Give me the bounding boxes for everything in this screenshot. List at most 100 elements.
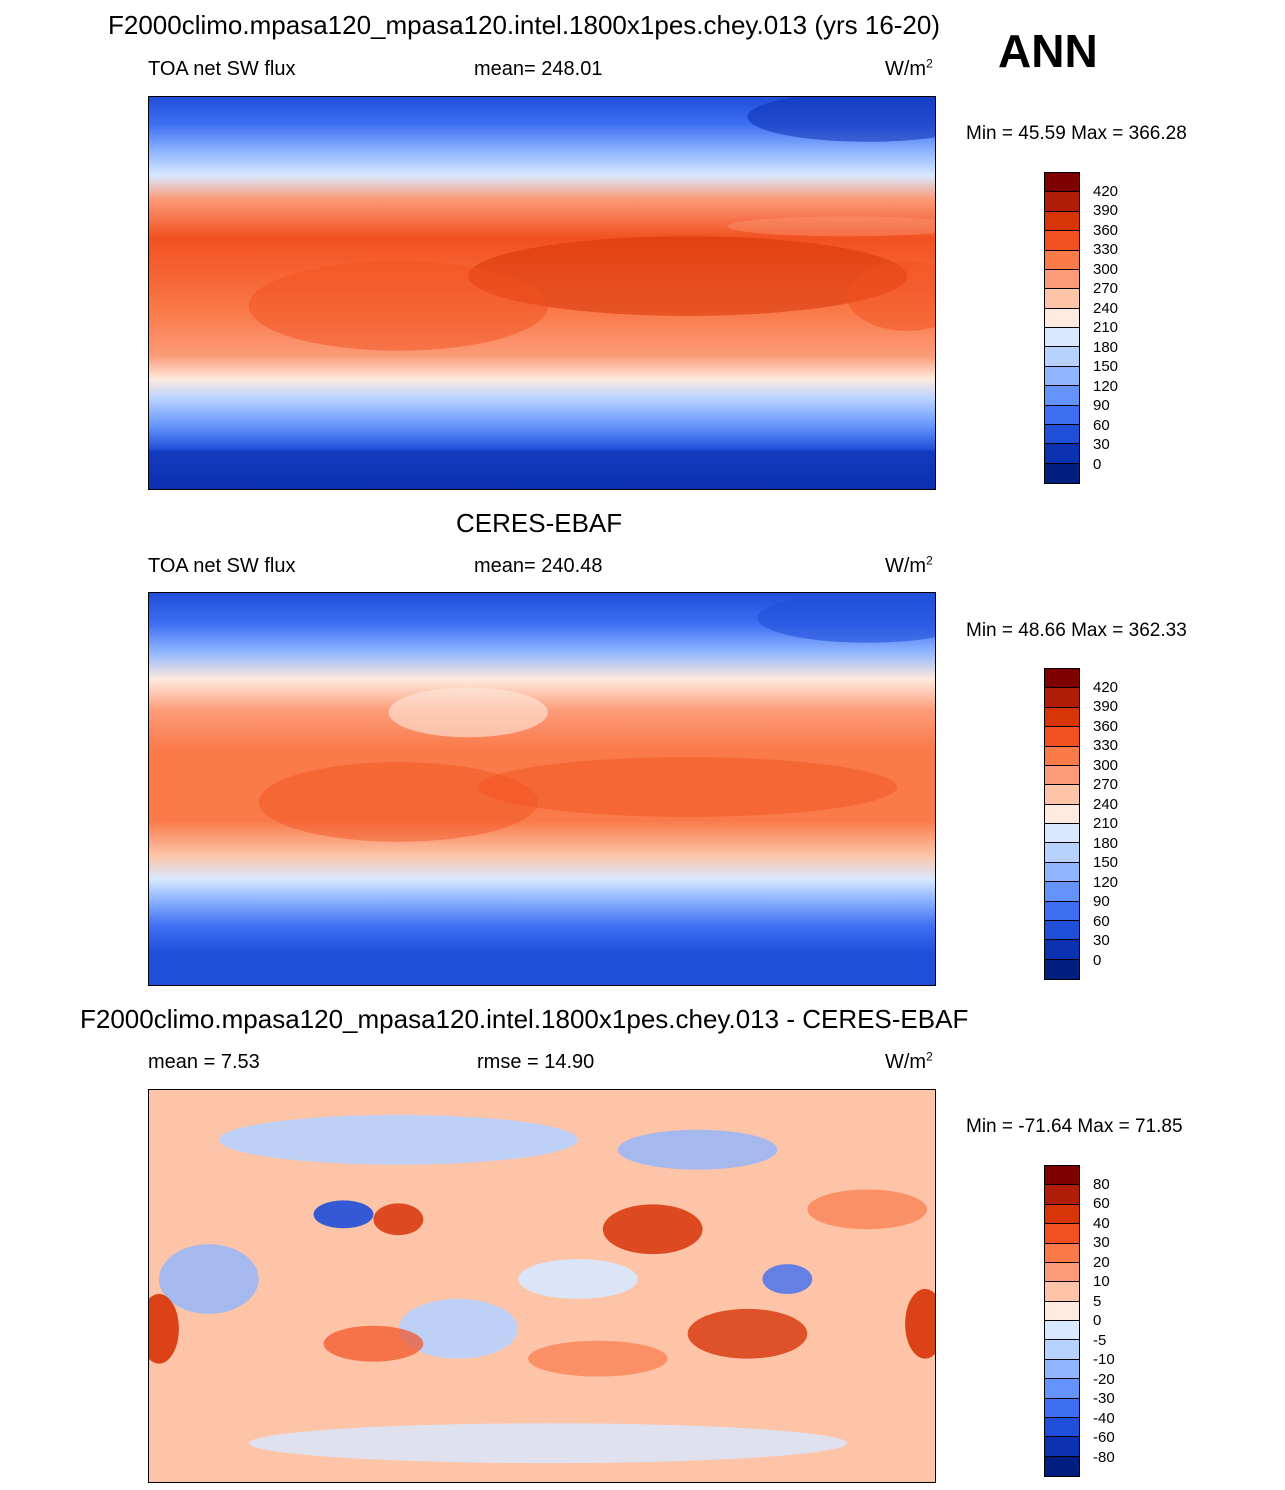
colorbar-swatch: [1045, 192, 1079, 212]
colorbar-swatch: [1045, 1340, 1079, 1360]
colorbar-swatch: [1045, 785, 1079, 805]
colorbar-swatch: [1045, 824, 1079, 844]
colorbar-swatch: [1045, 347, 1079, 367]
panel-1-mean: mean= 248.01: [474, 58, 603, 80]
colorbar-swatch: [1045, 1243, 1079, 1263]
panel-2-map: [148, 592, 936, 986]
colorbar-swatch: [1045, 920, 1079, 941]
colorbar-label: 330: [1093, 737, 1119, 754]
colorbar-label: -5: [1093, 1331, 1107, 1349]
colorbar-label: 60: [1093, 912, 1110, 930]
colorbar-label: 5: [1093, 1292, 1102, 1310]
colorbar-label: 10: [1093, 1273, 1110, 1290]
colorbar-swatch: [1045, 940, 1079, 960]
colorbar-label: 180: [1093, 338, 1119, 356]
colorbar-label: 120: [1093, 377, 1119, 395]
panel-2-variable: TOA net SW flux: [148, 555, 296, 577]
panel-2-colorbar: [1044, 668, 1080, 980]
colorbar-label: -40: [1093, 1409, 1115, 1427]
colorbar-swatch: [1045, 1359, 1079, 1380]
colorbar-label: 390: [1093, 202, 1119, 219]
colorbar-swatch: [1045, 173, 1079, 193]
colorbar-swatch: [1045, 882, 1079, 902]
colorbar-swatch: [1045, 463, 1079, 483]
panel-3-map: [148, 1089, 936, 1483]
panel-2-title: CERES-EBAF: [456, 508, 623, 538]
colorbar-swatch: [1045, 1301, 1079, 1321]
colorbar-swatch: [1045, 1204, 1079, 1225]
colorbar-label: 0: [1093, 455, 1102, 473]
colorbar-swatch: [1045, 1321, 1079, 1341]
panel-1-title: F2000climo.mpasa120_mpasa120.intel.1800x…: [108, 10, 941, 40]
colorbar-swatch: [1045, 901, 1079, 921]
colorbar-swatch: [1045, 1456, 1079, 1476]
colorbar-swatch: [1045, 1379, 1079, 1399]
colorbar-swatch: [1045, 1262, 1079, 1283]
colorbar-label: -60: [1093, 1429, 1115, 1446]
colorbar-swatch: [1045, 688, 1079, 708]
panel-3-colorbar: [1044, 1165, 1080, 1477]
colorbar-label: 60: [1093, 416, 1110, 434]
colorbar-swatch: [1045, 746, 1079, 766]
colorbar-swatch: [1045, 308, 1079, 328]
panel-1-units: W/m2: [885, 56, 933, 80]
colorbar-label: 30: [1093, 932, 1110, 949]
colorbar-label: 420: [1093, 678, 1119, 696]
colorbar-swatch: [1045, 289, 1079, 309]
colorbar-label: 0: [1093, 951, 1102, 969]
colorbar-label: 150: [1093, 854, 1119, 871]
colorbar-swatch: [1045, 1417, 1079, 1438]
colorbar-label: 60: [1093, 1195, 1110, 1212]
colorbar-swatch: [1045, 669, 1079, 689]
colorbar-swatch: [1045, 1185, 1079, 1205]
colorbar-swatch: [1045, 804, 1079, 824]
colorbar-swatch: [1045, 1398, 1079, 1418]
colorbar-swatch: [1045, 211, 1079, 232]
colorbar-label: 270: [1093, 280, 1119, 297]
colorbar-label: 360: [1093, 221, 1119, 239]
colorbar-label: 30: [1093, 436, 1110, 453]
panel-2-units: W/m2: [885, 553, 933, 577]
colorbar-swatch: [1045, 444, 1079, 464]
colorbar-label: 420: [1093, 182, 1119, 200]
colorbar-label: 240: [1093, 299, 1119, 317]
colorbar-label: 300: [1093, 260, 1119, 278]
colorbar-swatch: [1045, 424, 1079, 445]
panel-2-mean: mean= 240.48: [474, 555, 603, 577]
colorbar-label: 150: [1093, 358, 1119, 375]
colorbar-swatch: [1045, 727, 1079, 747]
colorbar-label: -10: [1093, 1351, 1115, 1368]
colorbar-label: 90: [1093, 397, 1110, 414]
colorbar-label: 80: [1093, 1175, 1110, 1193]
colorbar-label: 240: [1093, 795, 1119, 813]
colorbar-label: -80: [1093, 1448, 1115, 1466]
colorbar-swatch: [1045, 231, 1079, 251]
colorbar-swatch: [1045, 959, 1079, 979]
colorbar-swatch: [1045, 1282, 1079, 1302]
colorbar-label: -20: [1093, 1370, 1115, 1388]
panel-1-map: [148, 96, 936, 490]
panel-2-minmax: Min = 48.66 Max = 362.33: [966, 620, 1187, 641]
panel-3-rmse: rmse = 14.90: [477, 1051, 595, 1073]
colorbar-label: 210: [1093, 319, 1119, 336]
panel-1-variable: TOA net SW flux: [148, 58, 296, 80]
colorbar-swatch: [1045, 707, 1079, 728]
season-label: ANN: [998, 25, 1098, 77]
colorbar-swatch: [1045, 1166, 1079, 1186]
colorbar-label: 210: [1093, 815, 1119, 832]
colorbar-label: 0: [1093, 1312, 1102, 1329]
colorbar-swatch: [1045, 386, 1079, 406]
colorbar-swatch: [1045, 862, 1079, 883]
colorbar-label: 180: [1093, 834, 1119, 852]
colorbar-label: 20: [1093, 1253, 1110, 1271]
colorbar-label: 300: [1093, 756, 1119, 774]
panel-3-title: F2000climo.mpasa120_mpasa120.intel.1800x…: [80, 1004, 969, 1034]
colorbar-label: 270: [1093, 776, 1119, 793]
colorbar-swatch: [1045, 765, 1079, 786]
colorbar-label: 40: [1093, 1214, 1110, 1232]
colorbar-swatch: [1045, 269, 1079, 290]
colorbar-label: 390: [1093, 698, 1119, 715]
colorbar-swatch: [1045, 405, 1079, 425]
colorbar-swatch: [1045, 843, 1079, 863]
colorbar-label: 120: [1093, 873, 1119, 891]
